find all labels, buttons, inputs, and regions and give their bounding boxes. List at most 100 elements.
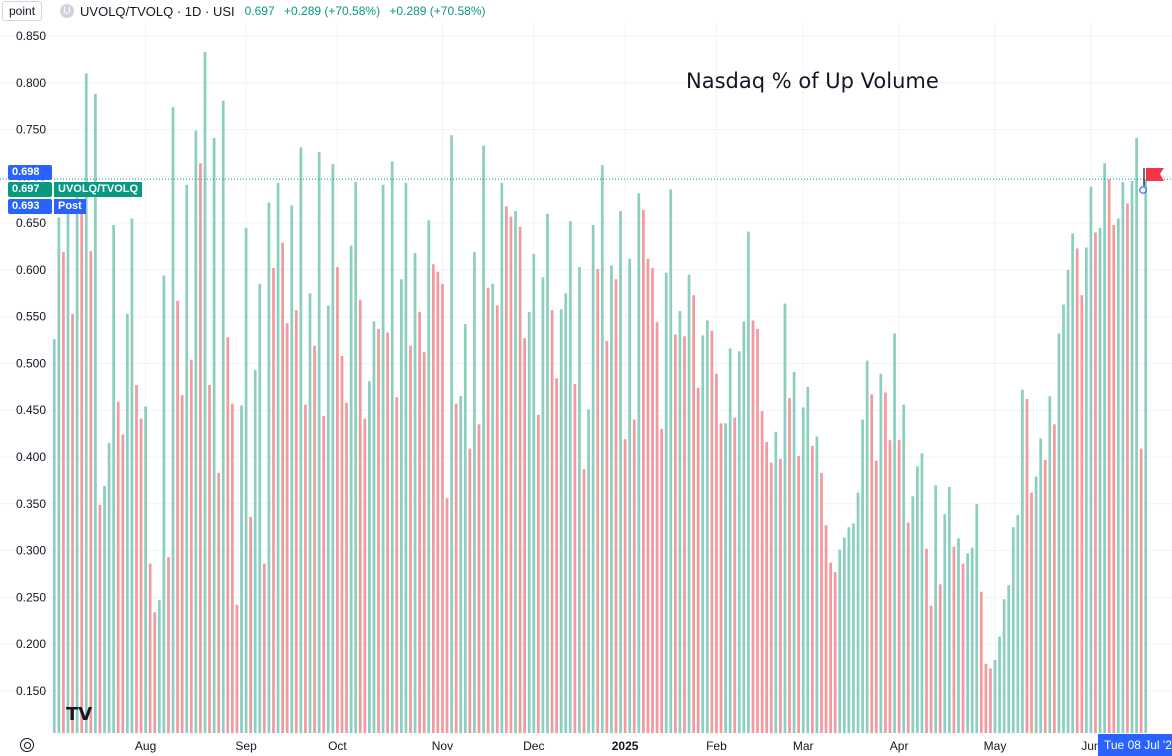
bar	[774, 431, 778, 733]
bar	[541, 277, 545, 733]
bar	[514, 210, 517, 734]
bar	[1107, 179, 1111, 734]
bar	[797, 456, 801, 733]
bar	[491, 283, 495, 733]
crosshair-date-badge: Tue 08 Jul '25	[1098, 734, 1172, 756]
bar	[884, 392, 887, 733]
bar	[130, 218, 134, 733]
bar	[856, 492, 860, 733]
bar	[536, 414, 540, 733]
bar	[719, 423, 723, 733]
bar	[71, 313, 74, 733]
y-axis: 0.8500.8000.7500.7000.6500.6000.5500.500…	[16, 29, 46, 698]
bar	[167, 557, 170, 733]
bar	[979, 591, 983, 733]
bar	[267, 202, 271, 733]
symbol-logo-icon: U	[60, 4, 75, 18]
bar	[431, 264, 435, 733]
bar	[221, 100, 225, 733]
bar	[157, 600, 161, 733]
bar	[372, 321, 376, 733]
bar	[792, 371, 796, 733]
bar	[422, 352, 426, 733]
bar	[911, 496, 915, 733]
bar	[801, 407, 805, 733]
y-tick-label: 0.600	[16, 263, 46, 277]
bar	[358, 299, 362, 733]
bar	[1112, 225, 1116, 733]
bar	[441, 283, 444, 733]
bar	[669, 189, 673, 733]
bar	[710, 330, 714, 733]
bar	[185, 184, 189, 733]
y-tick-label: 0.300	[16, 544, 46, 558]
bar	[454, 403, 458, 733]
bar	[418, 312, 421, 733]
bar	[824, 525, 828, 733]
bar	[1053, 424, 1056, 733]
bar	[1062, 304, 1065, 733]
bar	[989, 668, 992, 733]
bar	[180, 395, 184, 733]
bar	[568, 221, 572, 733]
y-tick-label: 0.800	[16, 76, 46, 90]
bar	[226, 337, 230, 733]
y-tick-label: 0.550	[16, 310, 46, 324]
bar	[692, 295, 695, 733]
bar	[783, 303, 787, 733]
flag-icon[interactable]	[1139, 168, 1164, 194]
bar	[815, 436, 819, 733]
bar	[737, 351, 741, 733]
bar	[582, 469, 586, 733]
bar	[605, 341, 609, 733]
x-tick-label: Apr	[890, 739, 909, 753]
bar	[1130, 181, 1134, 734]
bar	[473, 252, 476, 733]
bar	[84, 73, 88, 733]
bar	[272, 268, 275, 733]
bar	[500, 182, 504, 733]
bar	[1135, 138, 1138, 733]
x-tick-label: Feb	[706, 739, 727, 753]
bar	[176, 300, 179, 733]
x-tick-label: Dec	[523, 739, 544, 753]
bar	[144, 406, 147, 733]
bar	[1025, 399, 1029, 733]
change-value: +0.289 (+70.58%)	[284, 4, 381, 18]
bar	[852, 523, 855, 733]
bar	[1048, 396, 1052, 733]
bar	[199, 163, 202, 733]
bar	[523, 338, 527, 733]
bar	[779, 458, 782, 733]
bar	[208, 384, 211, 733]
settings-icon[interactable]	[20, 738, 34, 752]
bar	[390, 161, 394, 733]
bar	[696, 387, 700, 733]
bar	[934, 485, 938, 733]
bar	[642, 210, 645, 734]
bar	[377, 328, 380, 733]
bar	[701, 335, 705, 733]
bar	[153, 612, 157, 733]
bar	[527, 312, 531, 733]
bar	[62, 252, 65, 733]
bar	[57, 217, 61, 733]
bar	[368, 381, 371, 733]
bar	[1057, 333, 1061, 733]
bar	[345, 402, 348, 733]
bar	[550, 310, 554, 733]
series-values: 0.697 +0.289 (+70.58%) +0.289 (+70.58%)	[245, 4, 492, 18]
bar	[148, 563, 152, 733]
tradingview-logo: TV	[66, 704, 93, 725]
series-title[interactable]: UVOLQ/TVOLQ · 1D · USI	[80, 3, 235, 19]
bar	[336, 267, 339, 733]
bar	[683, 336, 686, 733]
bar	[651, 268, 654, 733]
bar	[509, 216, 513, 734]
bar	[906, 522, 910, 733]
timeframe-button[interactable]: point	[2, 1, 43, 21]
bar	[952, 546, 956, 733]
bar	[249, 516, 253, 733]
bar	[135, 384, 138, 733]
bar	[304, 404, 307, 733]
